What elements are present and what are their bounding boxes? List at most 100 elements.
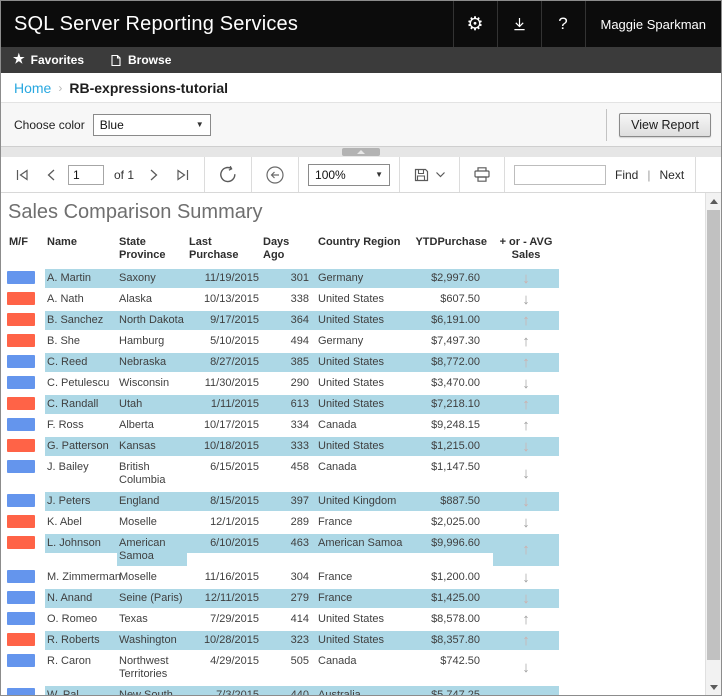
name-cell: J. Bailey — [45, 457, 117, 478]
download-icon — [513, 17, 525, 30]
name-cell: K. Abel — [45, 512, 117, 533]
country-cell: United States — [311, 609, 407, 630]
question-icon: ? — [558, 14, 568, 33]
table-row: B. She Hamburg 5/10/2015 494 Germany $7,497.3… — [7, 331, 705, 352]
days-ago-cell: 333 — [261, 436, 311, 457]
last-purchase-cell: 6/15/2015 — [187, 457, 261, 478]
collapse-parameters-handle[interactable] — [342, 148, 380, 156]
days-ago-cell: 414 — [261, 609, 311, 630]
printer-icon — [474, 167, 490, 182]
trend-arrow-down-icon: ↓ — [493, 567, 559, 588]
find-input[interactable] — [514, 164, 607, 185]
trend-arrow-down-icon: ↓ — [493, 491, 559, 512]
table-row: N. Anand Seine (Paris) 12/11/2015 279 France… — [7, 588, 705, 609]
column-header-mf: M/F — [9, 236, 28, 248]
print-group — [460, 157, 506, 192]
blue-square-icon — [7, 460, 35, 473]
blue-square-icon — [7, 418, 35, 431]
mf-color-cell — [7, 567, 45, 586]
last-purchase-cell: 10/28/2015 — [187, 630, 261, 651]
trend-arrow-down-icon: ↓ — [493, 457, 559, 491]
breadcrumb-home-link[interactable]: Home — [14, 79, 52, 96]
view-report-button[interactable]: View Report — [619, 112, 711, 137]
column-header-days-ago: Days Ago — [263, 236, 290, 261]
zoom-select[interactable]: 100% ▼ — [308, 163, 391, 186]
tab-favorites[interactable]: ★ Favorites — [13, 51, 84, 68]
ytd-cell: $2,997.60 — [407, 268, 493, 289]
refresh-button[interactable] — [214, 163, 242, 187]
first-page-icon — [16, 168, 28, 181]
app-title: SQL Server Reporting Services — [14, 12, 299, 35]
report-title: Sales Comparison Summary — [8, 201, 263, 223]
name-cell: W. Pal — [45, 685, 117, 695]
help-button[interactable]: ? — [540, 1, 585, 47]
country-cell: Canada — [311, 651, 407, 672]
column-header-country: Country Region — [318, 236, 401, 248]
find-link[interactable]: Find — [615, 167, 639, 182]
back-to-parent-button[interactable] — [261, 163, 289, 187]
scrollbar-thumb[interactable] — [707, 210, 720, 660]
vertical-scrollbar[interactable] — [705, 193, 721, 695]
state-cell: Washington — [117, 630, 187, 651]
mf-color-cell — [7, 331, 45, 350]
ytd-cell: $742.50 — [407, 651, 493, 672]
report-table-body: A. Martin Saxony 11/19/2015 301 Germany $2,99… — [7, 268, 705, 695]
table-row: R. Roberts Washington 10/28/2015 323 United … — [7, 630, 705, 651]
breadcrumb-separator-icon: › — [58, 80, 63, 95]
breadcrumb-current: RB-expressions-tutorial — [69, 79, 229, 96]
state-cell: Alberta — [117, 415, 187, 436]
state-cell: New South Wales — [117, 685, 187, 695]
export-button[interactable] — [409, 165, 450, 185]
gear-icon: ⚙ — [466, 13, 484, 35]
table-row: C. Reed Nebraska 8/27/2015 385 United States… — [7, 352, 705, 373]
choose-color-select[interactable]: Blue ▼ — [92, 113, 211, 136]
triangle-down-icon — [709, 684, 718, 690]
browse-label: Browse — [128, 53, 172, 67]
state-cell: North Dakota — [117, 310, 187, 331]
country-cell: United States — [311, 289, 407, 310]
mf-color-cell — [7, 630, 45, 649]
name-cell: R. Caron — [45, 651, 117, 672]
last-purchase-cell: 6/10/2015 — [187, 533, 261, 554]
user-menu[interactable]: Maggie Sparkman — [584, 1, 722, 47]
blue-square-icon — [7, 271, 35, 284]
breadcrumb: Home › RB-expressions-tutorial — [1, 73, 721, 103]
table-row: A. Martin Saxony 11/19/2015 301 Germany $2,99… — [7, 268, 705, 289]
column-header-ytd: YTDPurchase — [415, 236, 487, 248]
trend-arrow-up-icon: ↑ — [493, 609, 559, 630]
scroll-up-button[interactable] — [706, 193, 721, 209]
last-page-button[interactable] — [171, 166, 195, 184]
name-cell: M. Zimmerman — [45, 567, 121, 588]
red-square-icon — [7, 536, 35, 549]
last-page-icon — [177, 168, 189, 181]
tab-browse[interactable]: Browse — [110, 53, 171, 67]
trend-arrow-down-icon: ↓ — [493, 436, 559, 457]
table-row: B. Sanchez North Dakota 9/17/2015 364 United… — [7, 310, 705, 331]
next-page-button[interactable] — [144, 166, 164, 184]
choose-color-label: Choose color — [14, 117, 85, 132]
settings-button[interactable]: ⚙ — [452, 1, 497, 47]
state-cell: Moselle — [117, 567, 187, 588]
name-cell: A. Nath — [45, 289, 117, 310]
column-header-name: Name — [47, 236, 77, 248]
back-circle-icon — [266, 165, 284, 184]
page-number-input[interactable] — [68, 164, 104, 185]
export-group — [400, 157, 461, 192]
last-purchase-cell: 11/16/2015 — [187, 567, 261, 588]
ytd-cell: $1,200.00 — [407, 567, 493, 588]
table-row: A. Nath Alaska 10/13/2015 338 United States $… — [7, 289, 705, 310]
print-button[interactable] — [469, 164, 495, 185]
download-button[interactable] — [496, 1, 541, 47]
next-link[interactable]: Next — [659, 167, 685, 182]
red-square-icon — [7, 292, 35, 305]
scroll-down-button[interactable] — [706, 679, 721, 695]
state-cell: Moselle — [117, 512, 187, 533]
mf-color-cell — [7, 373, 45, 392]
country-cell: Germany — [311, 331, 407, 352]
find-group: Find | Next — [505, 157, 697, 192]
days-ago-cell: 385 — [261, 352, 311, 373]
first-page-button[interactable] — [10, 166, 34, 184]
mf-color-cell — [7, 491, 45, 510]
previous-page-button[interactable] — [41, 166, 61, 184]
